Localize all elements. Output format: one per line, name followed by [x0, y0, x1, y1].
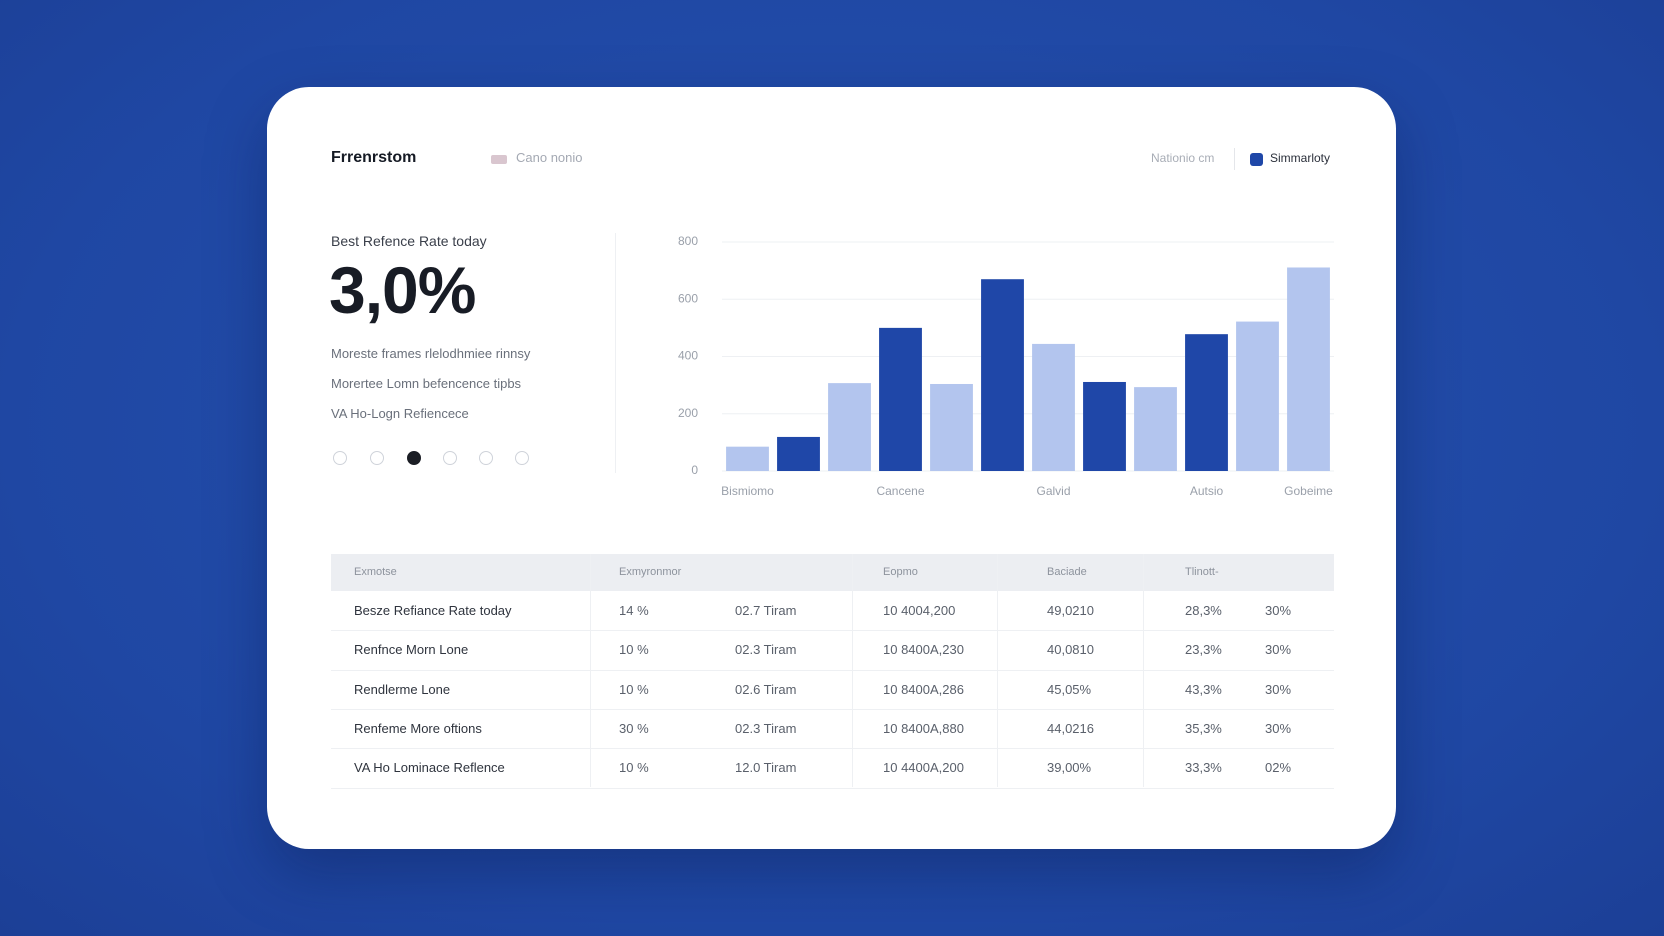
- brand: Frrenrstom: [331, 149, 417, 166]
- header-link[interactable]: Nationio cm: [1151, 151, 1215, 165]
- bar: [981, 279, 1024, 471]
- bar: [930, 383, 973, 471]
- x-tick-label: Galvid: [1036, 484, 1070, 498]
- table-cell: 39,00%: [1047, 760, 1092, 776]
- table-header: [331, 554, 1334, 591]
- page-dot[interactable]: [333, 451, 347, 465]
- summary-value: 3,0%: [329, 253, 476, 327]
- table-cell: 40,0810: [1047, 642, 1094, 658]
- row-label: Renfnce Morn Lone: [354, 642, 469, 658]
- table-cell: 33,3%: [1185, 760, 1222, 776]
- table-cell: 02.6 Tiram: [735, 681, 797, 697]
- row-line: [331, 669, 1334, 671]
- table-cell: 30%: [1265, 681, 1292, 697]
- table-cell: 02%: [1265, 760, 1292, 776]
- table-cell: 45,05%: [1047, 681, 1092, 697]
- row-label: Rendlerme Lone: [354, 681, 451, 697]
- bar: [828, 383, 871, 471]
- column-header[interactable]: Exmyronmor: [619, 566, 682, 578]
- bar: [777, 436, 820, 471]
- column-header[interactable]: Eopmo: [883, 566, 918, 578]
- table-cell: 10 8400A,880: [883, 720, 964, 736]
- bar: [726, 446, 769, 471]
- table-cell: 30 %: [619, 720, 649, 736]
- chart: 0 200 400 600 800 Bismiomo Cancene Galvid Autsio…: [678, 234, 1334, 498]
- row-label: Renfeme More oftions: [354, 720, 482, 736]
- table-cell: 30%: [1265, 603, 1292, 618]
- bar: [1185, 334, 1228, 471]
- column-header[interactable]: Exmotse: [354, 566, 397, 578]
- table-cell: 43,3%: [1185, 681, 1222, 697]
- table-cell: 44,0216: [1047, 720, 1094, 736]
- page-dot[interactable]: [443, 451, 457, 465]
- divider: [1234, 148, 1235, 170]
- table-cell: 30%: [1265, 720, 1292, 736]
- table-cell: 35,3%: [1185, 720, 1222, 736]
- tab[interactable]: Cano nonio: [516, 150, 583, 165]
- summary-label: Best Refence Rate today: [331, 233, 487, 249]
- row-line: [331, 748, 1334, 750]
- y-tick-label: 800: [678, 234, 698, 248]
- table-cell: 14 %: [619, 603, 649, 618]
- bar: [1287, 267, 1330, 471]
- tab-icon: [491, 155, 507, 164]
- table-cell: 10 4004,200: [883, 603, 956, 618]
- summary-line: Moreste frames rlelodhmiee rinnsy: [331, 346, 531, 361]
- page-dot[interactable]: [479, 451, 493, 465]
- table-cell: 10 %: [619, 642, 649, 658]
- page-dot[interactable]: [515, 451, 529, 465]
- table-cell: 23,3%: [1185, 642, 1222, 658]
- x-tick-label: Autsio: [1190, 484, 1224, 498]
- row-line: [331, 787, 1334, 789]
- table-cell: 30%: [1265, 642, 1292, 658]
- bar: [879, 327, 922, 471]
- table-cell: 28,3%: [1185, 603, 1222, 618]
- bar: [1236, 321, 1279, 471]
- page-dot[interactable]: [407, 451, 421, 465]
- y-tick-label: 600: [678, 291, 698, 305]
- table-cell: 02.3 Tiram: [735, 720, 797, 736]
- table-cell: 02.3 Tiram: [735, 642, 797, 658]
- y-tick-label: 200: [678, 406, 698, 420]
- page-dot[interactable]: [370, 451, 384, 465]
- table-cell: 02.7 Tiram: [735, 603, 797, 618]
- toggle-label[interactable]: Simmarloty: [1270, 151, 1331, 165]
- x-tick-label: Cancene: [876, 484, 924, 498]
- table-cell: 12.0 Tiram: [735, 760, 797, 776]
- column-header[interactable]: Baciade: [1047, 566, 1087, 578]
- bar: [1032, 343, 1075, 471]
- table-cell: 10 %: [619, 681, 649, 697]
- row-label: VA Ho Lominace Reflence: [354, 760, 505, 776]
- bar: [1134, 387, 1177, 471]
- row-line: [331, 708, 1334, 710]
- x-tick-label: Bismiomo: [721, 484, 774, 498]
- y-tick-label: 400: [678, 349, 698, 363]
- table-cell: 10 4400A,200: [883, 760, 964, 776]
- table-cell: 10 %: [619, 760, 649, 776]
- separator: [615, 233, 616, 473]
- table-cell: 10 8400A,230: [883, 642, 964, 658]
- y-tick-label: 0: [691, 463, 698, 477]
- column-header[interactable]: Tlinott-: [1185, 566, 1219, 578]
- summary-line: VA Ho-Logn Refiencece: [331, 406, 469, 421]
- table-cell: 49,0210: [1047, 603, 1094, 618]
- table-cell: 10 8400A,286: [883, 681, 964, 697]
- row-line: [331, 630, 1334, 632]
- row-label: Besze Refiance Rate today: [354, 603, 512, 618]
- bar: [1083, 381, 1126, 471]
- x-tick-label: Gobeime: [1284, 484, 1333, 498]
- toggle-icon[interactable]: [1250, 153, 1263, 166]
- summary-line: Morertee Lomn befencence tipbs: [331, 376, 522, 391]
